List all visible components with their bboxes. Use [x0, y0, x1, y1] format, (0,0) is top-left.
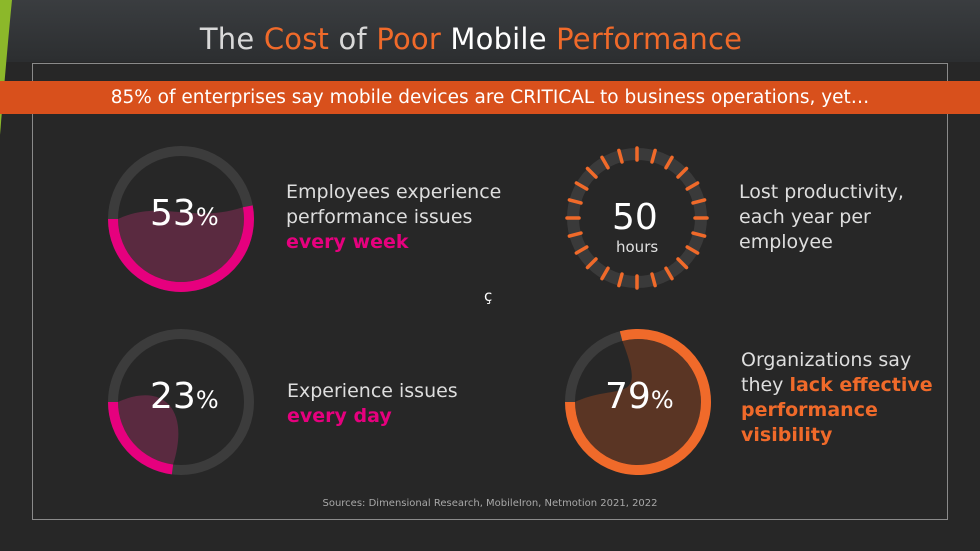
clock-dash [664, 155, 674, 170]
clock-dash [574, 181, 589, 191]
weekly-number: 53 [150, 193, 196, 234]
visibility-line2-plain: they [741, 374, 790, 396]
clock-dash [650, 272, 657, 288]
clock-dash [676, 257, 689, 270]
clock-dash [691, 231, 707, 238]
weekly-unit: % [195, 203, 219, 231]
clock-dash [617, 148, 624, 164]
daily-unit: % [195, 386, 219, 414]
clock-dash [691, 198, 707, 205]
visibility-text: Organizations say they lack effective pe… [741, 348, 933, 448]
hours-unit: hours [616, 238, 659, 256]
clock-dash [567, 231, 583, 238]
gauge-arc [108, 205, 254, 292]
daily-text: Experience issues every day [287, 379, 458, 429]
daily-gauge [108, 329, 254, 475]
gauge-fill-area [118, 207, 244, 283]
clock-dash [650, 148, 657, 164]
weekly-gauge [108, 146, 254, 292]
clock-dash [676, 166, 689, 179]
hours-number: 50 [612, 197, 658, 238]
hours-line2: each year per [739, 206, 871, 228]
clock-dash [585, 166, 598, 179]
daily-emphasis: every day [287, 405, 392, 427]
gauge-arc [565, 329, 711, 475]
weekly-value: 53% [150, 193, 219, 234]
sources-footnote: Sources: Dimensional Research, MobileIro… [322, 498, 658, 509]
hours-clock-ring [565, 146, 709, 290]
clock-dash [567, 198, 583, 205]
daily-number: 23 [150, 376, 196, 417]
clock-dash [600, 266, 610, 281]
hours-text: Lost productivity, each year per employe… [739, 180, 904, 255]
daily-line1: Experience issues [287, 380, 458, 402]
visibility-line3-emphasis: performance [741, 399, 878, 421]
visibility-gauge [565, 329, 711, 475]
visibility-line4-emphasis: visibility [741, 424, 833, 446]
title-word: The [199, 22, 255, 56]
weekly-text: Employees experience performance issues … [286, 180, 501, 255]
clock-dash [685, 181, 700, 191]
gauge-fill-area [575, 339, 701, 466]
clock-dash [685, 245, 700, 255]
headline-banner: 85% of enterprises say mobile devices ar… [0, 81, 980, 114]
corner-accent [0, 0, 12, 135]
title-word-cost: Cost [263, 22, 330, 56]
hours-line1: Lost productivity, [739, 181, 904, 203]
weekly-emphasis: every week [286, 231, 409, 253]
visibility-unit: % [650, 386, 674, 414]
title-word: of [338, 22, 367, 56]
page-title: The Cost of Poor Mobile Performance [0, 22, 942, 56]
hours-line3: employee [739, 231, 833, 253]
weekly-line2: performance issues [286, 206, 473, 228]
visibility-value: 79% [605, 376, 674, 417]
clock-dash [574, 245, 589, 255]
clock-dash [600, 155, 610, 170]
title-word-poor: Poor [376, 22, 441, 56]
visibility-line1: Organizations say [741, 349, 912, 371]
stray-glyph: ç [484, 287, 493, 305]
gauge-arc [108, 401, 174, 475]
title-word-performance: Performance [556, 22, 743, 56]
clock-dash [585, 257, 598, 270]
title-band [0, 0, 980, 62]
content-frame [32, 63, 948, 520]
gauge-fill-area [118, 395, 179, 465]
visibility-number: 79 [605, 376, 651, 417]
weekly-line1: Employees experience [286, 181, 502, 203]
daily-value: 23% [150, 376, 219, 417]
clock-dash [617, 272, 624, 288]
clock-dash [664, 266, 674, 281]
title-word-mobile: Mobile [450, 22, 547, 56]
visibility-line2-emphasis: lack effective [789, 374, 933, 396]
